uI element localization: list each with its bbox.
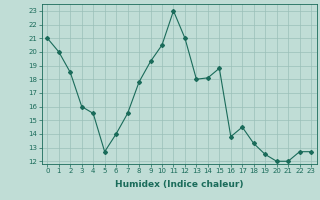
X-axis label: Humidex (Indice chaleur): Humidex (Indice chaleur) <box>115 180 244 189</box>
